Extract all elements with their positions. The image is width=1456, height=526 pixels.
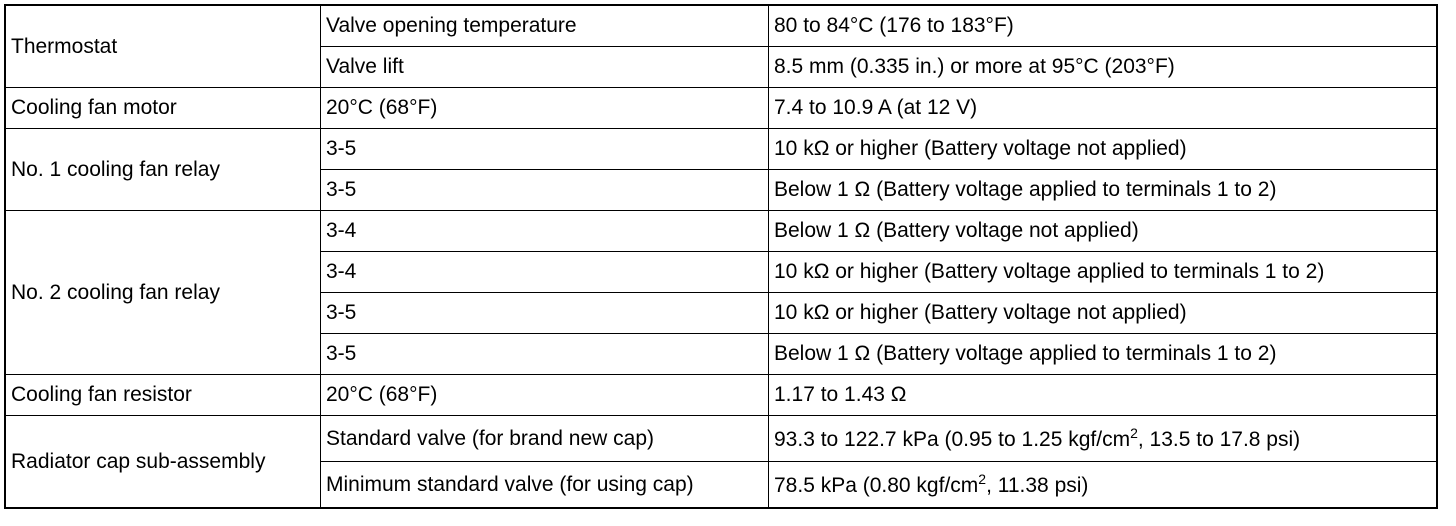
- specification-cell: 7.4 to 10.9 A (at 12 V): [768, 87, 1438, 129]
- table-row: 3-5 Below 1 Ω (Battery voltage applied to…: [5, 333, 1438, 375]
- condition-cell: 20°C (68°F): [320, 87, 769, 129]
- superscript: 2: [978, 471, 987, 487]
- superscript: 2: [1130, 425, 1138, 441]
- component-cell: No. 2 cooling fan relay: [4, 210, 321, 375]
- specification-cell: Below 1 Ω (Battery voltage applied to te…: [768, 333, 1438, 375]
- condition-cell: 3-5: [320, 333, 769, 375]
- condition-cell: Valve lift: [320, 46, 769, 88]
- component-cell: Cooling fan motor: [4, 87, 321, 129]
- table-row: Radiator cap sub-assembly Standard valve …: [4, 415, 1438, 509]
- table-row: 3-4 10 kΩ or higher (Battery voltage appl…: [5, 251, 1438, 293]
- condition-cell: Minimum standard valve (for using cap): [320, 461, 769, 509]
- table-body: Thermostat Valve opening temperature 80 to…: [4, 4, 1438, 509]
- specification-cell: 10 kΩ or higher (Battery voltage not app…: [768, 292, 1438, 334]
- spec-table: Thermostat Valve opening temperature 80 to…: [4, 4, 1438, 509]
- specification-cell: Below 1 Ω (Battery voltage not applied): [768, 210, 1438, 252]
- condition-cell: 3-4: [320, 251, 769, 293]
- table-row: Valve lift 8.5 mm (0.335 in.) or more at …: [5, 46, 1438, 88]
- table-row: 3-5 Below 1 Ω (Battery voltage applied to…: [5, 169, 1438, 211]
- table-row: No. 1 cooling fan relay 3-5 10 kΩ or highe…: [4, 128, 1438, 211]
- condition-cell: 3-4: [320, 210, 769, 252]
- spec-text: 93.3 to 122.7 kPa (0.95 to 1.25 kgf/cm: [774, 428, 1131, 451]
- component-cell: Thermostat: [4, 4, 321, 88]
- specification-cell: 80 to 84°C (176 to 183°F): [768, 4, 1438, 47]
- spec-text: , 11.38 psi): [986, 474, 1089, 497]
- component-cell: No. 1 cooling fan relay: [4, 128, 321, 211]
- condition-cell: Valve opening temperature: [320, 4, 769, 47]
- table-row: Thermostat Valve opening temperature 80 to…: [4, 4, 1438, 88]
- spec-text: , 13.5 to 17.8 psi): [1137, 428, 1301, 451]
- specification-cell: 93.3 to 122.7 kPa (0.95 to 1.25 kgf/cm2,…: [768, 415, 1438, 462]
- condition-cell: 20°C (68°F): [320, 374, 769, 416]
- spec-text: 78.5 kPa (0.80 kgf/cm: [774, 474, 979, 497]
- condition-cell: 3-5: [320, 128, 769, 170]
- condition-cell: Standard valve (for brand new cap): [320, 415, 769, 462]
- specification-cell: 78.5 kPa (0.80 kgf/cm2, 11.38 psi): [768, 461, 1438, 509]
- component-cell: Cooling fan resistor: [4, 374, 321, 416]
- specification-cell: 8.5 mm (0.335 in.) or more at 95°C (203°…: [768, 46, 1438, 88]
- component-cell: Radiator cap sub-assembly: [4, 415, 321, 509]
- specification-cell: 10 kΩ or higher (Battery voltage not app…: [768, 128, 1438, 170]
- specification-cell: Below 1 Ω (Battery voltage applied to te…: [768, 169, 1438, 211]
- condition-cell: 3-5: [320, 292, 769, 334]
- condition-cell: 3-5: [320, 169, 769, 211]
- table-row: Minimum standard valve (for using cap) 78…: [5, 461, 1438, 509]
- table-row: 3-5 10 kΩ or higher (Battery voltage not …: [5, 292, 1438, 334]
- table-row: No. 2 cooling fan relay 3-4 Below 1 Ω (Bat…: [4, 210, 1438, 375]
- table-row: Cooling fan resistor 20°C (68°F) 1.17 to 1…: [4, 374, 1438, 416]
- specification-cell: 10 kΩ or higher (Battery voltage applied…: [768, 251, 1438, 293]
- table-row: Cooling fan motor 20°C (68°F) 7.4 to 10.9 …: [4, 87, 1438, 129]
- specification-cell: 1.17 to 1.43 Ω: [768, 374, 1438, 416]
